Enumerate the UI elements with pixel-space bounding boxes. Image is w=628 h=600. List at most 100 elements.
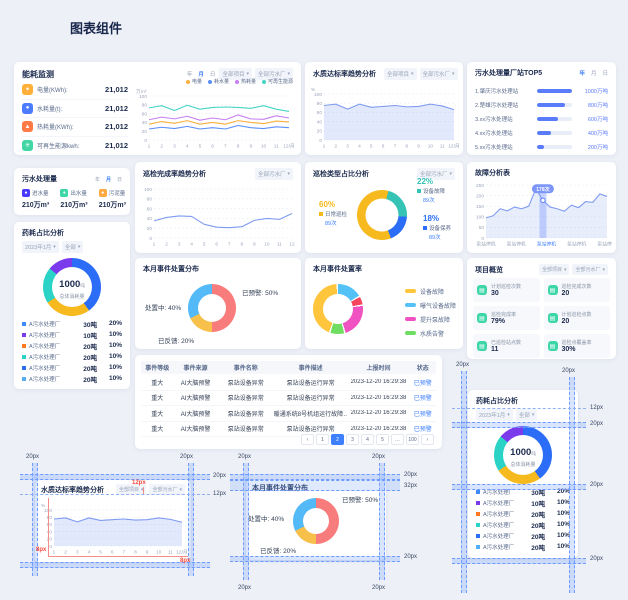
measure-label: 20px — [26, 454, 40, 460]
dist-label-feedback: 已反馈: 20% — [260, 548, 297, 555]
legend-square — [423, 226, 427, 230]
svg-text:泵站停机: 泵站停机 — [597, 241, 612, 248]
fault-area-chart: 0 50 100 150 200 250 泵站停机 泵站停机 泵站停机 泵站停机 泵站停机 178次 — [471, 178, 617, 248]
filter-select[interactable]: 2023年1月 ▾ — [476, 409, 513, 421]
top5-title: 污水处理量厂站TOP5 — [475, 70, 543, 77]
filter-select[interactable]: 全部污水厂 ▾ — [254, 168, 293, 180]
legend-square — [22, 365, 26, 370]
spec-dist-card: 本月事件处置分布 已预警: 50% 处置中: 40% 已反馈: 20% — [246, 480, 386, 560]
measure-line-red — [143, 487, 144, 494]
chevron-down-icon: ▾ — [563, 266, 567, 273]
filter-select[interactable]: 全部项目▾ — [219, 68, 252, 80]
period-tab[interactable]: 年 — [94, 176, 100, 183]
filter-select[interactable]: 全部污水厂 ▾ — [572, 264, 608, 275]
period-tab[interactable]: 月 — [590, 71, 597, 77]
svg-text:12/月: 12/月 — [283, 144, 294, 150]
flame-icon: ▲ — [22, 121, 33, 133]
period-tab[interactable]: 月 — [198, 72, 204, 78]
page-button[interactable]: … — [391, 434, 404, 445]
drug-legend-row: A污水处理厂 30吨 20% — [476, 486, 570, 497]
svg-text:9: 9 — [146, 550, 149, 556]
svg-text:10: 10 — [264, 242, 270, 248]
col-header: 事件名称 — [233, 366, 258, 372]
filter-select[interactable]: 全部项目▾ — [538, 264, 570, 275]
period-tab[interactable]: 日 — [209, 72, 216, 78]
measure-band — [452, 422, 586, 428]
svg-text:1: 1 — [153, 242, 156, 248]
legend-square — [476, 500, 480, 505]
filter-select[interactable]: 2023年1月 ▾ — [22, 241, 59, 253]
event-rate-card: 本月事件处置率 设备故障 曝气设备故障 提升泵故障 水质告警 — [305, 258, 463, 349]
filter-select[interactable]: 全部污水厂 ▾ — [254, 68, 293, 80]
svg-text:4: 4 — [186, 144, 189, 150]
page-button[interactable]: 5 — [376, 434, 389, 445]
svg-text:10: 10 — [156, 550, 162, 556]
filter-select[interactable]: 全部 ▾ — [61, 241, 84, 253]
svg-text:60: 60 — [317, 110, 323, 116]
page-button[interactable]: 4 — [361, 434, 374, 445]
energy-card: 能耗监测 年月日 全部项目 ▾ 全部污水厂 ▾ ✦ 电量(KWh): 21,012 ●… — [14, 62, 301, 155]
page-button[interactable]: ‹ — [301, 434, 314, 445]
bolt-icon: ✦ — [22, 84, 33, 96]
outflow-icon: ● — [60, 189, 69, 197]
svg-text:250: 250 — [476, 183, 484, 189]
dist-label-feedback: 已反馈: 20% — [158, 338, 195, 345]
dist-card-head: 本月事件处置分布 — [135, 258, 301, 274]
page-button[interactable]: 100 — [406, 434, 419, 445]
bar-track — [537, 117, 572, 121]
svg-text:7: 7 — [394, 144, 397, 150]
legend-dot — [261, 79, 266, 84]
filter-select[interactable]: 全部污水厂 ▾ — [419, 68, 458, 80]
pagination: ‹ 1 2 3 4 5… 100 › — [301, 434, 434, 445]
col-header: 事件描述 — [298, 366, 323, 372]
svg-text:3: 3 — [346, 144, 349, 150]
sewage-period-tabs: 年月日 — [95, 176, 122, 183]
inspection-type-donut — [357, 190, 407, 240]
rate-card-head: 本月事件处置率 — [305, 258, 463, 274]
svg-text:7: 7 — [224, 144, 227, 150]
filter-select[interactable]: 全部项目▾ — [115, 484, 147, 495]
legend-square — [476, 533, 480, 538]
svg-text:1: 1 — [148, 144, 151, 150]
period-tab[interactable]: 日 — [116, 176, 122, 183]
period-tab[interactable]: 年 — [579, 71, 585, 77]
legend-square — [476, 511, 480, 516]
donut-hole — [365, 198, 399, 232]
filter-select[interactable]: 全部污水厂 ▾ — [149, 484, 185, 495]
bar-track — [537, 89, 572, 93]
measure-label-red: 8px — [180, 558, 191, 564]
event-dist-donut — [188, 284, 236, 332]
dist-label-handling: 处置中: 40% — [145, 305, 182, 312]
measure-band — [243, 463, 249, 580]
svg-text:3: 3 — [76, 550, 79, 556]
measure-line-red — [48, 498, 49, 556]
drug-legend-row: A污水处理厂 20吨 10% — [22, 351, 122, 362]
filter-select[interactable]: 全部 ▾ — [515, 409, 538, 421]
svg-text:0: 0 — [481, 236, 484, 242]
svg-text:3: 3 — [173, 144, 176, 150]
clipboard-icon: ▤ — [477, 285, 487, 295]
period-tab[interactable]: 日 — [602, 71, 608, 77]
rate-legend: 设备故障 曝气设备故障 提升泵故障 水质告警 — [405, 284, 456, 340]
svg-text:60: 60 — [47, 522, 53, 528]
svg-text:2: 2 — [165, 242, 168, 248]
status-badge: 已预警 — [413, 380, 432, 387]
svg-text:0: 0 — [149, 236, 152, 242]
period-tab[interactable]: 月 — [105, 176, 111, 183]
page-button[interactable]: 2 — [331, 434, 344, 445]
rate-legend-row: 曝气设备故障 — [405, 298, 456, 312]
top5-bar-list: 1.肇庆污水处理站 1000万吨 2.楚雄污水处理站 800万吨 3.xx污水处… — [475, 84, 608, 154]
dist-title: 本月事件处置分布 — [252, 485, 308, 492]
page-button[interactable]: 3 — [346, 434, 359, 445]
drug-legend: A污水处理厂 30吨 20% A污水处理厂 10吨 10% A污水处理厂 20吨… — [476, 486, 570, 552]
filter-select[interactable]: 全部污水厂 ▾ — [416, 168, 455, 180]
svg-text:80: 80 — [147, 197, 153, 203]
page-button[interactable]: › — [421, 434, 434, 445]
fault-card: 故障分析表 0 50 100 150 200 250 泵站停机 泵站停机 泵站停机 泵站停机 泵站停… — [467, 162, 617, 253]
table-body: 重大 AI大脑预警 泵站设备异常 泵站设备运行异常 2023-12-20 16:… — [141, 375, 436, 437]
overview-filters: 全部项目 ▾ 全部污水厂 ▾ — [538, 264, 608, 275]
chevron-down-icon: ▾ — [141, 487, 144, 493]
filter-select[interactable]: 全部项目▾ — [384, 68, 417, 80]
period-tab[interactable]: 年 — [186, 72, 193, 78]
page-button[interactable]: 1 — [316, 434, 329, 445]
